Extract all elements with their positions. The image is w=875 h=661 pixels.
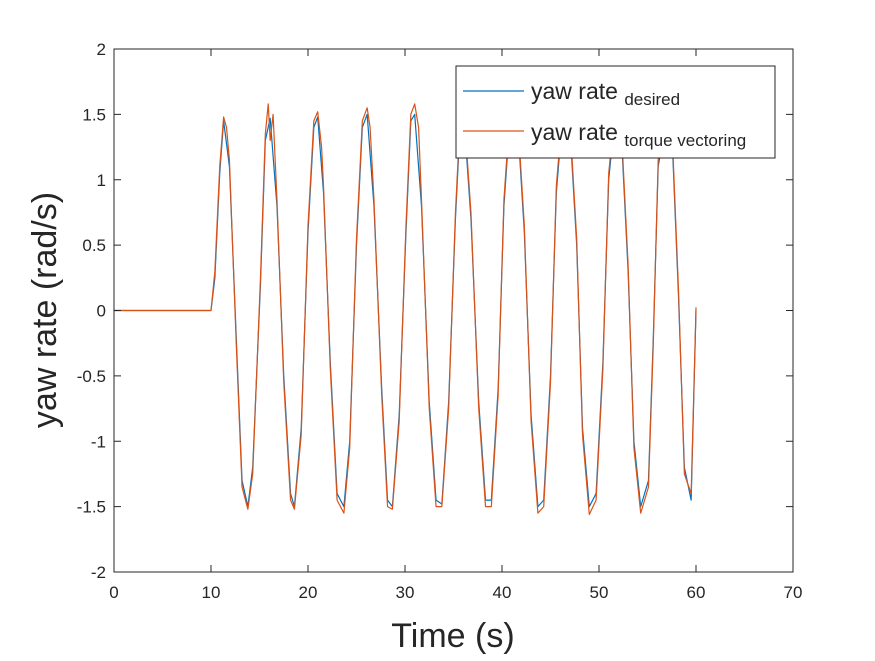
x-tick-label: 50 xyxy=(590,583,609,602)
legend-torque-vectoring-subscript: torque vectoring xyxy=(624,131,746,150)
x-tick-label: 10 xyxy=(202,583,221,602)
x-tick-label: 20 xyxy=(299,583,318,602)
y-tick-label: 1.5 xyxy=(82,105,106,124)
y-tick-label: -0.5 xyxy=(77,367,106,386)
y-tick-label: 1 xyxy=(97,171,106,190)
legend: yaw rate desired yaw rate torque vectori… xyxy=(456,66,775,158)
y-tick-label: 0.5 xyxy=(82,236,106,255)
x-tick-label: 70 xyxy=(784,583,803,602)
x-tick-label: 30 xyxy=(396,583,415,602)
x-axis-label: Time (s) xyxy=(391,617,514,655)
y-axis-label: yaw rate (rad/s) xyxy=(26,192,64,428)
y-tick-label: -1 xyxy=(91,432,106,451)
y-tick-label: 0 xyxy=(97,302,106,321)
y-tick-label: -2 xyxy=(91,563,106,582)
legend-torque-vectoring-main: yaw rate xyxy=(531,119,618,145)
legend-desired-main: yaw rate xyxy=(531,78,618,104)
x-tick-label: 60 xyxy=(687,583,706,602)
x-tick-label: 0 xyxy=(109,583,118,602)
x-tick-label: 40 xyxy=(493,583,512,602)
y-tick-label: 2 xyxy=(97,40,106,59)
legend-desired-subscript: desired xyxy=(624,90,680,109)
y-tick-label: -1.5 xyxy=(77,498,106,517)
